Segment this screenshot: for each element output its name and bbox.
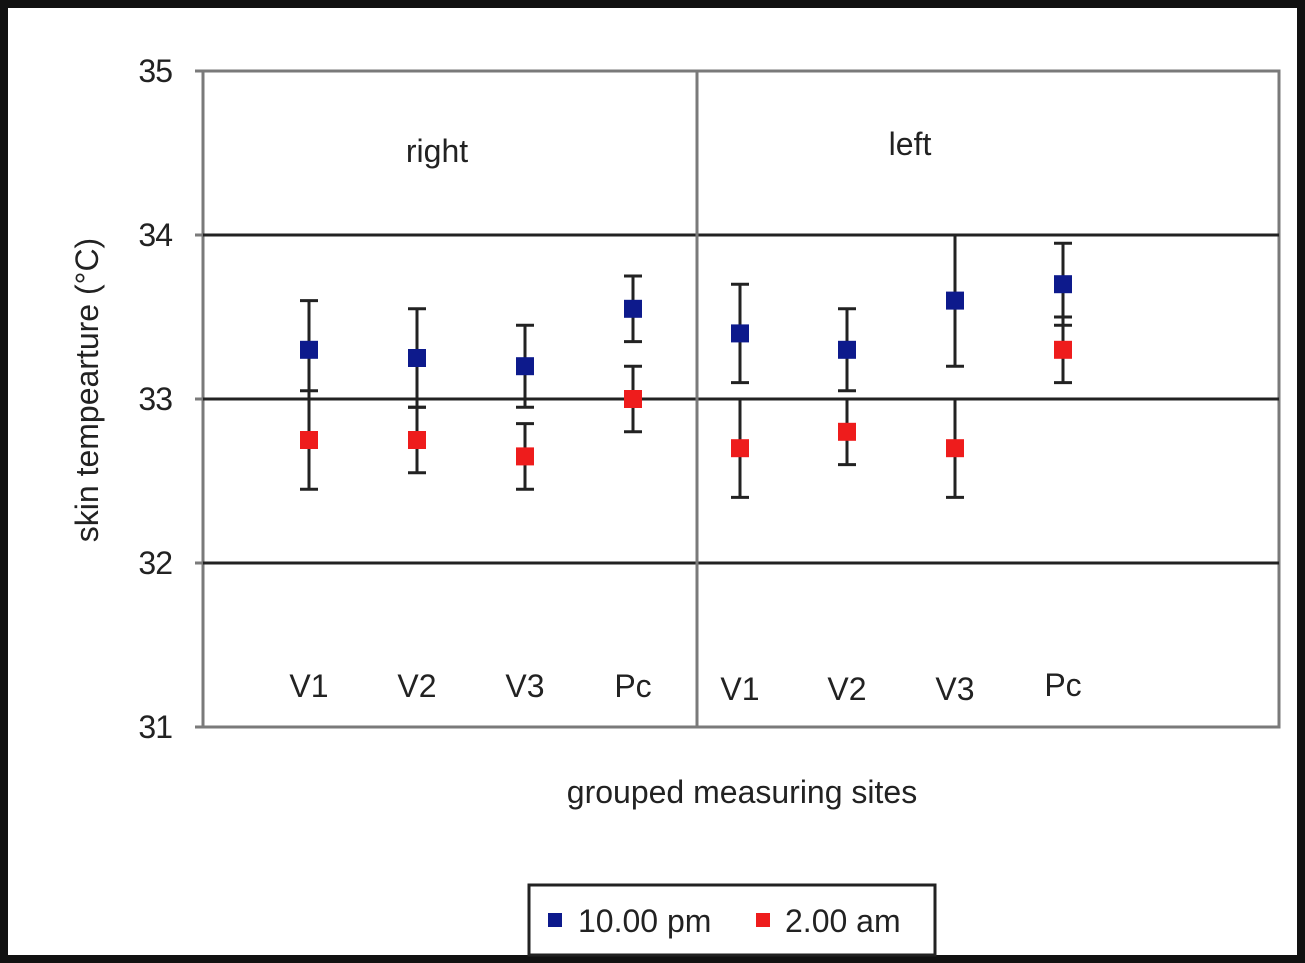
panel-labels: right left (406, 126, 932, 169)
legend-label-2am: 2.00 am (785, 903, 901, 939)
point-10pm-1 (408, 349, 426, 367)
panel-label-left: left (889, 126, 932, 162)
point-2am-6 (946, 439, 964, 458)
y-tick-label-33: 33 (138, 381, 172, 417)
point-10pm-5 (838, 340, 856, 359)
category-label-right-v2: V2 (397, 668, 436, 704)
point-2am-2 (516, 447, 534, 466)
legend-label-10pm: 10.00 pm (578, 903, 711, 939)
legend: 10.00 pm 2.00 am (527, 883, 937, 957)
x-axis-label: grouped measuring sites (567, 774, 917, 810)
legend-swatch-2am (756, 913, 770, 927)
point-2am-5 (838, 422, 856, 441)
category-label-left-v3: V3 (935, 671, 974, 707)
point-10pm-7 (1054, 275, 1072, 294)
category-label-left-pc: Pc (1044, 667, 1081, 703)
point-10pm-2 (516, 357, 534, 376)
panel-label-right: right (406, 133, 468, 169)
category-label-right-v3: V3 (505, 668, 544, 704)
point-2am-1 (408, 431, 426, 449)
y-tick-label-35: 35 (138, 53, 172, 89)
y-tick-label-32: 32 (138, 545, 172, 581)
point-10pm-4 (731, 324, 749, 343)
point-2am-7 (1054, 340, 1072, 359)
y-axis-label: skin tempearture (°C) (69, 238, 105, 542)
category-labels: V1 V2 V3 Pc V1 V2 V3 Pc (289, 667, 1081, 707)
legend-box (527, 883, 937, 957)
y-tick-label-31: 31 (138, 709, 172, 745)
legend-swatch-10pm (548, 913, 562, 927)
point-10pm-6 (946, 291, 964, 310)
y-axis-ticks: 35 34 33 32 31 (138, 53, 203, 745)
point-10pm-3 (624, 299, 642, 318)
category-label-left-v2: V2 (827, 671, 866, 707)
point-10pm-0 (300, 340, 318, 359)
category-label-right-v1: V1 (289, 668, 328, 704)
data-points (300, 275, 1072, 466)
point-2am-4 (731, 439, 749, 458)
y-tick-label-34: 34 (138, 217, 172, 253)
point-2am-0 (300, 431, 318, 449)
category-label-right-pc: Pc (614, 668, 651, 704)
point-2am-3 (624, 390, 642, 408)
category-label-left-v1: V1 (720, 671, 759, 707)
